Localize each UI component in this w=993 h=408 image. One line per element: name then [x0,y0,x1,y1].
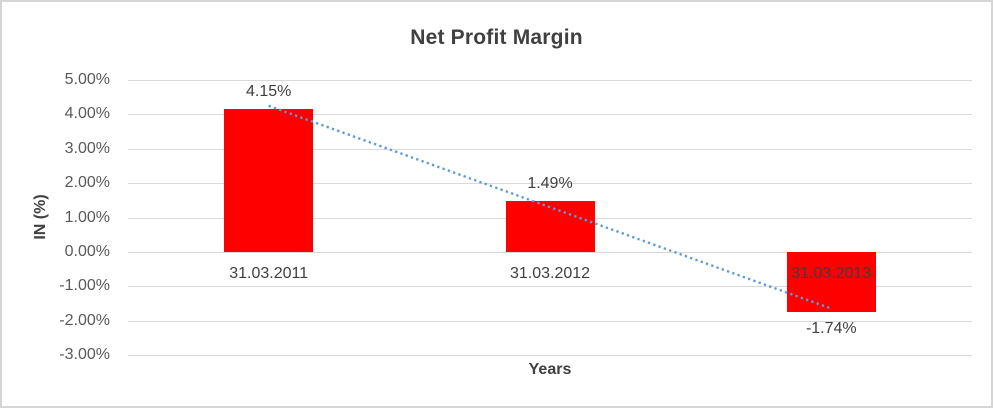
gridline [128,80,972,81]
gridline [128,148,972,150]
y-axis-tick-label: -1.00% [59,277,110,295]
bar [505,200,595,252]
trendline [268,104,832,310]
gridline [128,251,972,253]
y-axis-tick-label: 3.00% [64,139,110,157]
gridline [128,286,972,288]
category-label: 31.03.2011 [229,264,309,282]
gridline [128,320,972,322]
y-axis-tick-label: -3.00% [59,346,110,363]
y-axis-tick-label: 1.00% [64,208,110,226]
y-axis-tick-label: 4.00% [64,105,110,123]
y-axis-tick-label: -2.00% [59,311,110,329]
data-label: -1.74% [805,319,857,337]
y-axis-tick-label: 5.00% [64,71,110,88]
bar [786,251,876,312]
chart-title: Net Profit Margin [410,26,583,49]
bar [224,109,314,252]
y-axis-tick-label: 0.00% [64,242,110,260]
y-axis-tick-label: 2.00% [64,174,110,192]
gridline [128,355,972,356]
plot-area: 31.03.2011 31.03.2012 31.03.2013 4.15% 1.49… [128,80,972,356]
data-label: 4.15% [246,83,292,101]
x-axis-title: Years [528,361,572,378]
category-label: 31.03.2012 [509,264,591,282]
data-label: 1.49% [527,174,573,192]
gridline [128,114,972,116]
gridline [128,183,972,185]
category-label: 31.03.2013 [791,264,872,282]
